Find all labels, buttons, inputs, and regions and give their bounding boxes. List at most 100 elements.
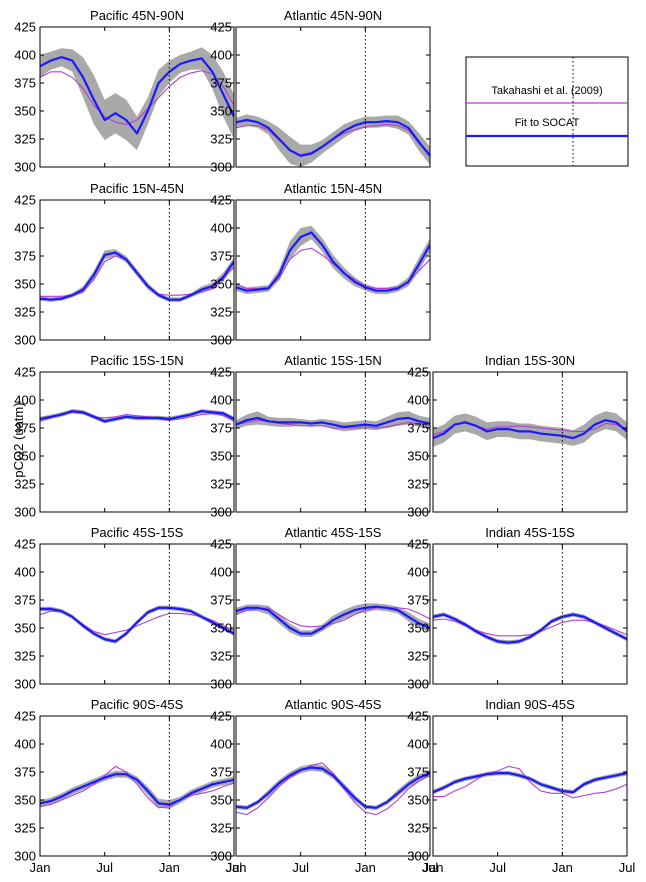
panel-plot-area xyxy=(236,603,430,637)
panel-title: Pacific 45N-90N xyxy=(90,8,184,23)
y-tick-label: 400 xyxy=(407,393,429,408)
uncertainty-band xyxy=(433,612,627,645)
y-tick-label: 300 xyxy=(407,677,429,692)
x-tick-label: Jul xyxy=(96,860,113,875)
y-tick-label: 400 xyxy=(14,737,36,752)
panel-pacific-45n-90n: Pacific 45N-90N 300 325 350 375 400 425 xyxy=(14,8,235,175)
uncertainty-band xyxy=(236,764,430,811)
x-tick-label: Jul xyxy=(226,860,243,875)
panel-plot-area xyxy=(236,114,430,167)
takahashi-line xyxy=(236,247,430,290)
legend-label-socat: Fit to SOCAT xyxy=(515,117,580,129)
uncertainty-band xyxy=(40,770,234,809)
legend: Takahashi et al. (2009) Fit to SOCAT xyxy=(465,56,629,167)
y-tick-label: 325 xyxy=(210,132,232,147)
takahashi-line xyxy=(40,765,234,809)
y-tick-label: 375 xyxy=(14,76,36,91)
y-tick-label: 325 xyxy=(407,649,429,664)
y-tick-label: 425 xyxy=(210,709,232,724)
y-tick-label: 400 xyxy=(210,48,232,63)
panel-frame xyxy=(39,715,235,857)
y-tick-label: 425 xyxy=(14,709,36,724)
panel-title: Atlantic 15N-45N xyxy=(284,181,382,196)
x-tick-label: Jan xyxy=(226,860,247,875)
x-tick-label: Jan xyxy=(552,860,573,875)
panel-atlantic-45n-90n: Atlantic 45N-90N 300 325 350 375 400 425 xyxy=(210,8,431,175)
uncertainty-band xyxy=(40,249,234,302)
socat-fit-line xyxy=(433,613,627,644)
y-tick-label: 350 xyxy=(210,793,232,808)
legend-label-takahashi: Takahashi et al. (2009) xyxy=(491,85,602,97)
panel-plot-area xyxy=(40,249,234,302)
y-tick-label: 425 xyxy=(407,709,429,724)
panel-pacific-15s-15n: Pacific 15S-15N 300 325 350 375 400 425 xyxy=(14,353,235,520)
y-tick-label: 375 xyxy=(210,421,232,436)
y-tick-label: 325 xyxy=(210,649,232,664)
panel-title: Atlantic 45S-15S xyxy=(285,525,382,540)
y-tick-label: 400 xyxy=(210,393,232,408)
y-tick-label: 325 xyxy=(407,477,429,492)
y-tick-label: 350 xyxy=(407,449,429,464)
socat-fit-line xyxy=(40,410,234,423)
y-tick-label: 300 xyxy=(14,160,36,175)
y-tick-label: 300 xyxy=(14,333,36,348)
y-tick-label: 325 xyxy=(210,821,232,836)
y-tick-label: 350 xyxy=(14,621,36,636)
socat-fit-line xyxy=(40,56,234,135)
y-tick-label: 325 xyxy=(210,305,232,320)
uncertainty-band xyxy=(40,605,234,644)
panel-title: Atlantic 15S-15N xyxy=(284,353,382,368)
y-tick-label: 375 xyxy=(407,765,429,780)
y-tick-label: 375 xyxy=(210,76,232,91)
y-tick-label: 425 xyxy=(407,365,429,380)
panel-atlantic-15s-15n: Atlantic 15S-15N 300 325 350 375 400 425 xyxy=(210,353,431,520)
y-tick-label: 350 xyxy=(14,277,36,292)
y-tick-label: 300 xyxy=(14,505,36,520)
socat-fit-line xyxy=(236,118,430,157)
y-tick-label: 300 xyxy=(210,160,232,175)
panel-title: Indian 15S-30N xyxy=(485,353,575,368)
x-tick-label: Jul xyxy=(292,860,309,875)
panel-atlantic-45s-15s: Atlantic 45S-15S 300 325 350 375 400 425 xyxy=(210,525,431,692)
panel-frame xyxy=(235,715,431,857)
y-tick-label: 350 xyxy=(210,104,232,119)
x-tick-label: Jan xyxy=(355,860,376,875)
x-tick-label: Jul xyxy=(422,860,439,875)
panel-plot-area xyxy=(236,411,430,432)
y-tick-label: 300 xyxy=(14,677,36,692)
socat-fit-line xyxy=(433,419,627,440)
panel-title: Atlantic 90S-45S xyxy=(285,697,382,712)
y-tick-label: 325 xyxy=(14,821,36,836)
y-tick-label: 400 xyxy=(407,565,429,580)
panel-frame xyxy=(235,543,431,685)
panel-frame xyxy=(235,199,431,341)
panel-frame xyxy=(39,199,235,341)
y-axis-label: pCO2 (uatm) xyxy=(11,402,26,477)
y-tick-label: 325 xyxy=(14,132,36,147)
y-tick-label: 350 xyxy=(210,277,232,292)
panel-plot-area xyxy=(40,605,234,644)
y-tick-label: 350 xyxy=(14,449,36,464)
socat-fit-line xyxy=(433,771,627,794)
panel-plot-area xyxy=(433,765,627,799)
uncertainty-band xyxy=(433,411,627,447)
uncertainty-band xyxy=(236,114,430,167)
panel-plot-area xyxy=(40,47,234,151)
x-tick-label: Jul xyxy=(489,860,506,875)
x-tick-label: Jul xyxy=(619,860,636,875)
socat-fit-line xyxy=(40,606,234,643)
y-tick-label: 425 xyxy=(14,193,36,208)
panel-pacific-45s-15s: Pacific 45S-15S 300 325 350 375 400 425 xyxy=(14,525,235,692)
panel-pacific-15n-45n: Pacific 15N-45N 300 325 350 375 400 425 xyxy=(14,181,235,348)
panel-frame xyxy=(39,371,235,513)
y-tick-label: 300 xyxy=(210,677,232,692)
y-tick-label: 400 xyxy=(407,737,429,752)
panel-frame xyxy=(39,543,235,685)
panel-pacific-90s-45s: Pacific 90S-45S 300 325 350 375 400 425 Jan Jul J… xyxy=(14,697,242,875)
y-tick-label: 425 xyxy=(210,537,232,552)
y-tick-label: 300 xyxy=(210,849,232,864)
panel-title: Atlantic 45N-90N xyxy=(284,8,382,23)
y-tick-label: 425 xyxy=(407,537,429,552)
